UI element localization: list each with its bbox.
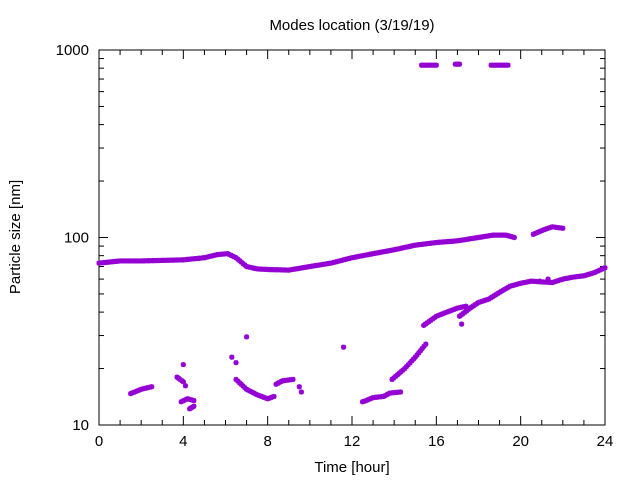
data-point xyxy=(182,383,189,389)
x-axis-label: Time [hour] xyxy=(314,459,389,476)
data-point xyxy=(359,399,366,405)
data-point xyxy=(433,62,439,68)
data-point xyxy=(271,393,277,400)
data-point xyxy=(537,278,543,284)
y-tick-label: 10 xyxy=(72,417,89,434)
data-point xyxy=(296,384,302,390)
data-point xyxy=(417,348,424,354)
data-point xyxy=(416,350,422,356)
data-point xyxy=(180,361,186,368)
y-tick-label: 100 xyxy=(64,230,89,247)
data-point xyxy=(191,403,197,409)
data-point xyxy=(419,345,425,352)
plot-frame xyxy=(98,49,606,426)
data-point xyxy=(545,276,551,282)
data-point xyxy=(298,389,304,395)
data-point xyxy=(340,344,347,350)
x-tick-label: 12 xyxy=(344,433,361,450)
data-point xyxy=(414,352,420,358)
data-point xyxy=(180,379,186,385)
data-point xyxy=(511,234,517,241)
data-point xyxy=(191,397,197,404)
tick-labels: 0 4 8 12 16 20 24 10 100 1000 xyxy=(56,42,614,450)
data-point xyxy=(456,61,463,67)
minor-ticks xyxy=(98,49,606,426)
data-point xyxy=(459,321,465,327)
x-tick-label: 8 xyxy=(263,433,271,450)
data-point xyxy=(602,265,608,271)
data-point xyxy=(560,225,566,231)
data-point xyxy=(243,334,250,340)
data-point xyxy=(423,341,429,347)
x-tick-label: 0 xyxy=(95,433,103,450)
data-point xyxy=(397,389,404,395)
y-axis-label: Particle size [nm] xyxy=(7,180,24,294)
x-tick-label: 24 xyxy=(597,433,614,450)
y-tick-label: 1000 xyxy=(56,42,89,59)
data-point xyxy=(412,354,418,360)
data-point xyxy=(421,343,427,349)
data-point xyxy=(290,376,296,383)
data-markers xyxy=(96,61,608,412)
data-point xyxy=(233,360,239,366)
data-point xyxy=(505,62,511,68)
x-tick-label: 20 xyxy=(512,433,529,450)
data-point xyxy=(149,384,155,390)
x-tick-label: 16 xyxy=(428,433,445,450)
data-point xyxy=(463,303,469,309)
chart-title: Modes location (3/19/19) xyxy=(269,17,434,34)
data-point xyxy=(229,354,235,360)
x-tick-label: 4 xyxy=(179,433,187,450)
